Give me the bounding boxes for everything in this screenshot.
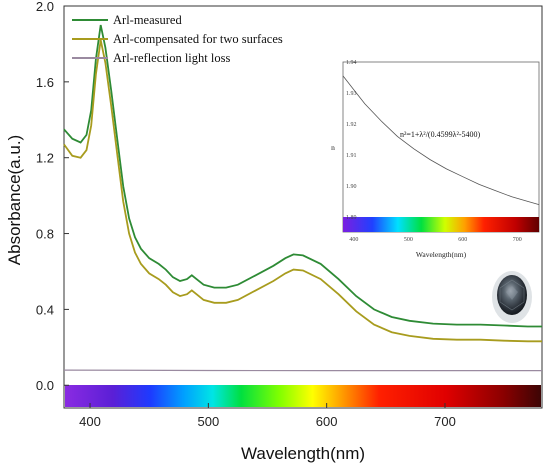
y-tick-label-1: 0.4 (36, 302, 54, 317)
inset-y-tick-label-3: 1.91 (346, 153, 357, 159)
gemstone-image (492, 271, 532, 323)
inset-y-ticks: 1.94 1.93 1.92 1.91 1.90 1.89 (346, 60, 357, 221)
inset-x-tick-label-2: 600 (458, 237, 467, 243)
plot-frame (63, 5, 543, 409)
inset-x-title: Wavelength(nm) (416, 250, 467, 259)
x-tick-label-2: 600 (316, 414, 338, 429)
x-axis-title: Wavelength(nm) (241, 444, 365, 463)
inset-refractive-index-curve (342, 75, 540, 205)
legend-label-measured: Arl-measured (113, 13, 182, 27)
y-tick-label-3: 1.2 (36, 151, 54, 166)
inset-x-tick-label-0: 400 (349, 237, 358, 243)
inset-x-tick-label-1: 500 (404, 237, 413, 243)
y-tick-label-0: 0.0 (36, 378, 54, 393)
x-axis-ticks: 400 500 600 700 (79, 403, 456, 429)
y-tick-label-2: 0.8 (36, 227, 54, 242)
x-tick-label-0: 400 (79, 414, 101, 429)
inset-formula: n²=1+λ²/(0.4599λ²-5400) (400, 130, 481, 139)
inset-spectrum-strip (343, 217, 539, 232)
y-axis-ticks: 0.0 0.4 0.8 1.2 1.6 2.0 (36, 0, 69, 393)
inset-chart: 1.94 1.93 1.92 1.91 1.90 1.89 400 500 600 700 n²… (331, 60, 540, 259)
x-tick-label-3: 700 (434, 414, 456, 429)
inset-y-tick-label-1: 1.93 (346, 91, 357, 97)
inset-x-ticks: 400 500 600 700 (349, 237, 521, 243)
legend-label-reflection: Arl-reflection light loss (113, 51, 230, 65)
spectrum-strip (65, 385, 541, 407)
legend: Arl-measured Arl-compensated for two sur… (72, 13, 283, 65)
inset-y-tick-label-5: 1.89 (346, 215, 357, 221)
inset-x-tick-label-3: 700 (513, 237, 522, 243)
inset-y-tick-label-4: 1.90 (346, 184, 357, 190)
inset-frame (342, 61, 540, 233)
series-line-1 (63, 24, 542, 328)
y-tick-label-4: 1.6 (36, 75, 54, 90)
y-tick-label-5: 2.0 (36, 0, 54, 14)
series-line-2 (63, 39, 542, 343)
inset-y-title: n (331, 143, 335, 152)
series-line-3 (63, 369, 542, 372)
x-tick-label-1: 500 (197, 414, 219, 429)
inset-y-tick-label-0: 1.94 (346, 60, 357, 66)
inset-y-tick-label-2: 1.92 (346, 122, 357, 128)
y-axis-title: Absorbance(a.u.) (5, 135, 24, 265)
series-layer (63, 24, 542, 372)
legend-label-compensated: Arl-compensated for two surfaces (113, 32, 283, 46)
